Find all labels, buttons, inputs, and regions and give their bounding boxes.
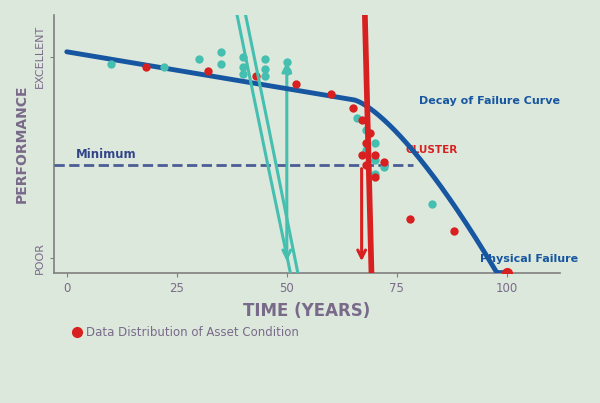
Y-axis label: PERFORMANCE: PERFORMANCE [15, 85, 29, 203]
Text: Decay of Failure Curve: Decay of Failure Curve [419, 96, 560, 106]
Text: Minimum: Minimum [76, 148, 136, 161]
Legend: Data Distribution of Asset Condition: Data Distribution of Asset Condition [70, 322, 304, 344]
Text: CLUSTER: CLUSTER [406, 145, 458, 155]
X-axis label: TIME (YEARS): TIME (YEARS) [243, 301, 370, 320]
Text: Physical Failure: Physical Failure [481, 254, 578, 264]
